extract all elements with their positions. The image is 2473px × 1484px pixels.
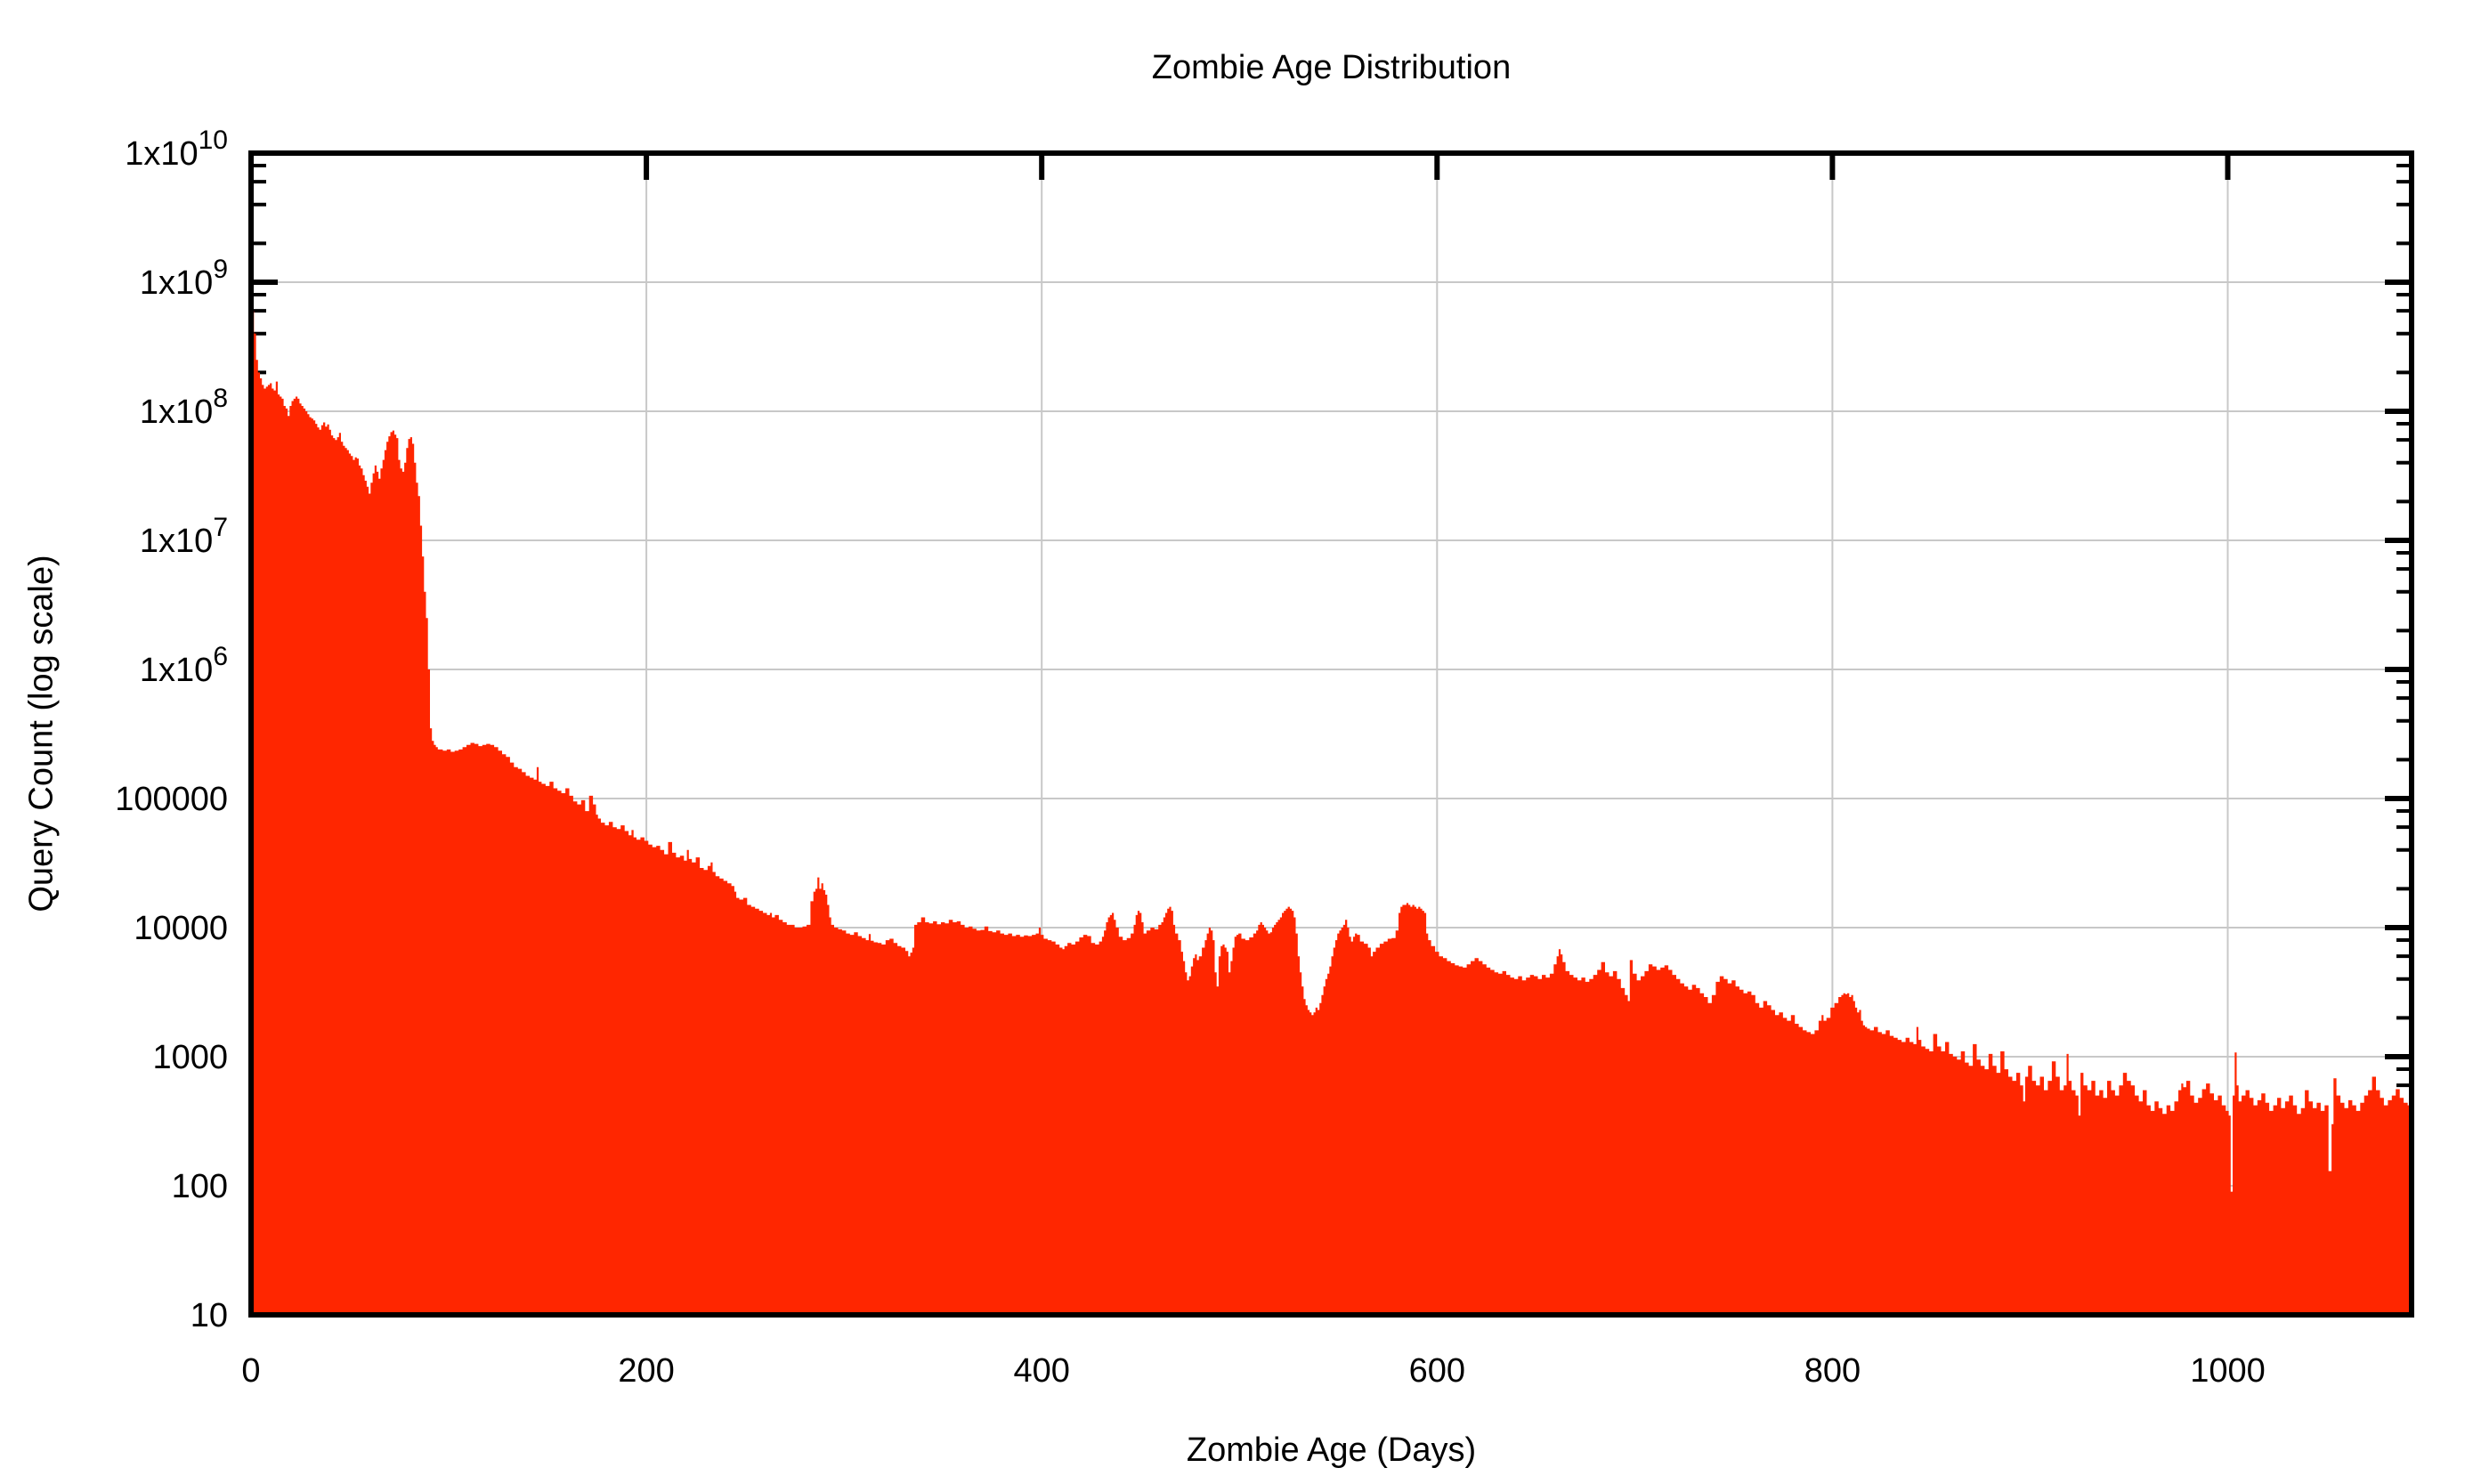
x-tick-label: 600 — [1409, 1352, 1465, 1390]
x-axis-title: Zombie Age (Days) — [1186, 1431, 1477, 1469]
y-tick-label: 10 — [191, 1297, 228, 1334]
y-tick-label: 1x109 — [140, 255, 228, 302]
y-tick-label: 1x106 — [140, 642, 228, 689]
x-tick-label: 0 — [241, 1352, 260, 1390]
y-tick-label: 1x108 — [140, 384, 228, 431]
y-tick-label: 10000 — [134, 910, 228, 947]
y-tick-label: 1x107 — [140, 513, 228, 560]
plot-border — [248, 150, 2414, 1318]
x-tick-label: 400 — [1013, 1352, 1069, 1390]
y-tick-label: 100 — [172, 1168, 228, 1205]
area-series-query-count — [251, 288, 2412, 1316]
x-tick-label: 200 — [618, 1352, 674, 1390]
x-tick-label: 1000 — [2190, 1352, 2266, 1390]
y-tick-label: 1000 — [152, 1039, 228, 1076]
y-tick-label: 1x1010 — [125, 126, 228, 173]
chart-title: Zombie Age Distribution — [1151, 49, 1512, 86]
y-tick-label: 100000 — [115, 781, 228, 818]
x-tick-label: 800 — [1804, 1352, 1861, 1390]
